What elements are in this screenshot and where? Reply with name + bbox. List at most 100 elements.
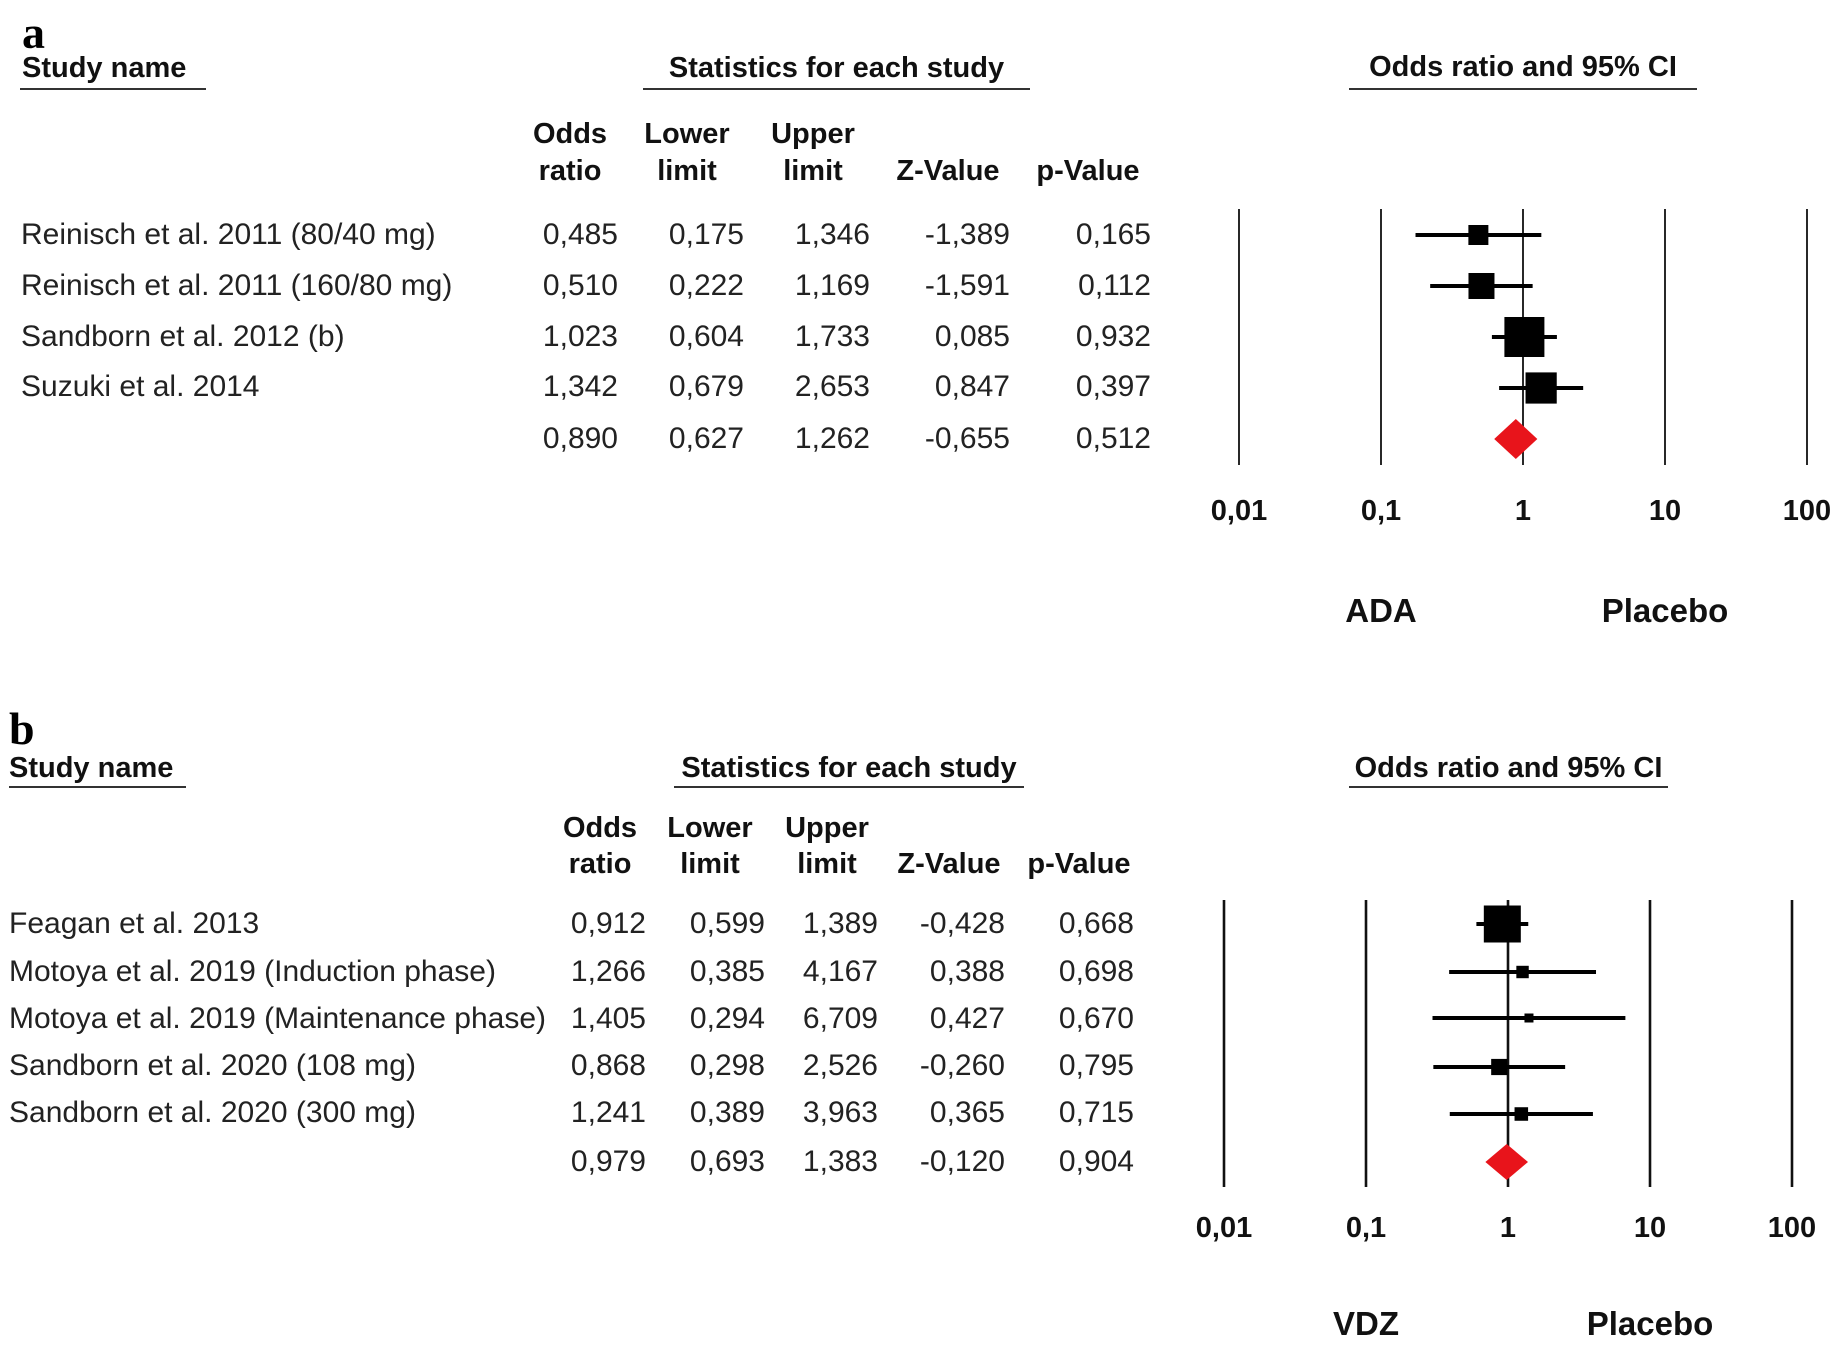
p-value: 0,397 <box>1075 370 1151 403</box>
lower-limit: 0,298 <box>689 1049 765 1082</box>
study-name: Reinisch et al. 2011 (80/40 mg) <box>21 218 436 251</box>
study-name: Motoya et al. 2019 (Induction phase) <box>9 955 496 988</box>
col-header-upper-line2: limit <box>797 848 857 880</box>
col-header-p-value: p-Value <box>1027 848 1131 880</box>
p-value: 0,932 <box>1075 320 1151 353</box>
odds-ratio: 0,868 <box>570 1049 646 1082</box>
z-value: 0,365 <box>929 1096 1005 1129</box>
upper-limit: 2,653 <box>794 370 870 403</box>
col-header-lower-line1: Lower <box>644 118 730 150</box>
p-value: 0,112 <box>1078 269 1151 302</box>
study-marker <box>1525 372 1557 404</box>
lower-limit: 0,679 <box>668 370 744 403</box>
lower-limit: 0,627 <box>668 422 744 455</box>
p-value: 0,698 <box>1058 955 1134 988</box>
summary-diamond <box>1494 419 1538 459</box>
z-value: -0,260 <box>919 1049 1005 1082</box>
stats-header-underline <box>643 88 1030 90</box>
upper-limit: 2,526 <box>802 1049 878 1082</box>
favours-right-label: Placebo <box>1601 592 1729 629</box>
col-header-odds-line1: Odds <box>562 812 638 844</box>
p-value: 0,670 <box>1058 1002 1134 1035</box>
upper-limit: 3,963 <box>802 1096 878 1129</box>
tick-label: 0,01 <box>1210 495 1268 527</box>
lower-limit: 0,222 <box>668 269 744 302</box>
study-marker <box>1514 1107 1529 1121</box>
col-header-p-value: p-Value <box>1036 155 1140 187</box>
z-value: -0,120 <box>919 1145 1005 1178</box>
odds-ratio: 1,023 <box>542 320 618 353</box>
tick-label: 0,1 <box>1360 495 1402 527</box>
z-value: -1,591 <box>924 269 1010 302</box>
favours-left-label: ADA <box>1345 592 1417 629</box>
tick-label: 100 <box>1782 495 1832 527</box>
col-header-upper-line2: limit <box>783 155 843 187</box>
upper-limit: 1,346 <box>794 218 870 251</box>
tick-label: 100 <box>1767 1212 1817 1244</box>
study-name-underline <box>9 786 186 788</box>
study-marker <box>1524 1013 1534 1023</box>
stats-header-underline <box>674 786 1024 788</box>
upper-limit: 1,383 <box>802 1145 878 1178</box>
odds-ratio: 0,979 <box>570 1145 646 1178</box>
study-name-header: Study name <box>9 752 174 784</box>
tick-label: 10 <box>1648 495 1682 527</box>
study-marker <box>1516 965 1529 979</box>
col-header-lower-line2: limit <box>680 848 740 880</box>
study-marker <box>1468 273 1495 299</box>
z-value: 0,847 <box>934 370 1010 403</box>
study-name: Suzuki et al. 2014 <box>21 370 260 403</box>
study-marker <box>1491 1058 1508 1076</box>
study-marker <box>1504 317 1545 357</box>
plot-header-underline <box>1349 88 1697 90</box>
stats-header: Statistics for each study <box>668 52 1005 84</box>
z-value: -0,655 <box>924 422 1010 455</box>
upper-limit: 1,733 <box>794 320 870 353</box>
p-value: 0,795 <box>1058 1049 1134 1082</box>
tick-label: 0,1 <box>1345 1212 1387 1244</box>
odds-ratio: 0,890 <box>542 422 618 455</box>
col-header-z-value: Z-Value <box>896 155 1000 187</box>
odds-ratio: 1,342 <box>542 370 618 403</box>
col-header-odds-line1: Odds <box>532 118 608 150</box>
summary-diamond <box>1485 1144 1528 1180</box>
p-value: 0,512 <box>1075 422 1151 455</box>
lower-limit: 0,693 <box>689 1145 765 1178</box>
p-value: 0,904 <box>1058 1145 1134 1178</box>
odds-ratio: 0,485 <box>542 218 618 251</box>
lower-limit: 0,175 <box>668 218 744 251</box>
study-name: Reinisch et al. 2011 (160/80 mg) <box>21 269 453 302</box>
z-value: 0,427 <box>929 1002 1005 1035</box>
z-value: 0,388 <box>929 955 1005 988</box>
plot-header: Odds ratio and 95% CI <box>1354 752 1663 784</box>
col-header-lower-line2: limit <box>657 155 717 187</box>
upper-limit: 1,262 <box>794 422 870 455</box>
lower-limit: 0,294 <box>689 1002 765 1035</box>
study-name: Feagan et al. 2013 <box>9 907 260 940</box>
plot-header-underline <box>1349 786 1668 788</box>
lower-limit: 0,604 <box>668 320 744 353</box>
p-value: 0,165 <box>1075 218 1151 251</box>
tick-label: 0,01 <box>1195 1212 1253 1244</box>
p-value: 0,668 <box>1058 907 1134 940</box>
p-value: 0,715 <box>1058 1096 1134 1129</box>
lower-limit: 0,389 <box>689 1096 765 1129</box>
study-name: Sandborn et al. 2020 (108 mg) <box>9 1049 416 1082</box>
odds-ratio: 1,241 <box>570 1096 646 1129</box>
study-name-underline <box>20 88 206 90</box>
col-header-z-value: Z-Value <box>897 848 1001 880</box>
tick-label: 1 <box>1499 1212 1517 1244</box>
favours-right-label: Placebo <box>1586 1305 1714 1342</box>
study-name: Motoya et al. 2019 (Maintenance phase) <box>9 1002 546 1035</box>
panel-letter: a <box>22 7 45 58</box>
col-header-odds-line2: ratio <box>568 848 632 880</box>
panel-letter: b <box>9 703 35 754</box>
z-value: -1,389 <box>924 218 1010 251</box>
tick-label: 10 <box>1633 1212 1667 1244</box>
col-header-upper-line1: Upper <box>785 812 869 844</box>
upper-limit: 6,709 <box>802 1002 878 1035</box>
stats-header: Statistics for each study <box>681 752 1017 784</box>
study-marker <box>1468 225 1489 245</box>
lower-limit: 0,385 <box>689 955 765 988</box>
